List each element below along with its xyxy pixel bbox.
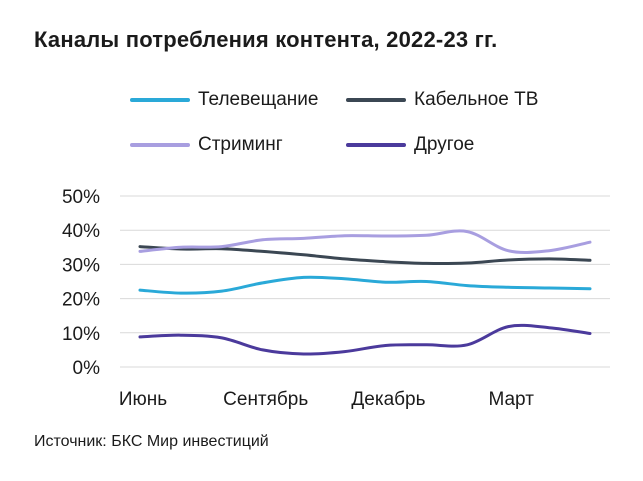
y-tick-label: 20%: [62, 290, 100, 311]
legend-item-tv: Телевещание: [130, 88, 318, 112]
legend-swatch-tv: [130, 98, 190, 102]
x-tick-label: Декабрь: [351, 389, 425, 410]
legend-swatch-cable: [346, 98, 406, 102]
legend-item-other: Другое: [346, 133, 474, 157]
legend-item-streaming: Стриминг: [130, 133, 283, 157]
x-tick-label: Март: [488, 389, 534, 410]
y-tick-label: 0%: [73, 358, 101, 379]
legend-item-cable: Кабельное ТВ: [346, 88, 538, 112]
y-tick-label: 10%: [62, 324, 100, 345]
x-axis-tick-labels: Июнь Сентябрь Декабрь Март: [119, 389, 534, 410]
series-line-cable: [138, 245, 592, 266]
legend-swatch-streaming: [130, 143, 190, 147]
legend-label-streaming: Стриминг: [198, 134, 283, 155]
series-line-tv: [138, 275, 592, 295]
legend-label-tv: Телевещание: [198, 89, 319, 110]
grid-lines: [120, 195, 610, 368]
legend-label-cable: Кабельное ТВ: [414, 89, 539, 110]
y-tick-label: 40%: [62, 221, 100, 242]
y-tick-label: 30%: [62, 255, 100, 276]
y-axis-tick-labels: 0% 10% 20% 30% 40% 50%: [62, 187, 100, 379]
source-note: Источник: БКС Мир инвестиций: [34, 433, 269, 450]
series-lines: [138, 229, 592, 356]
y-tick-label: 50%: [62, 187, 100, 208]
x-tick-label: Сентябрь: [223, 389, 308, 410]
series-line-streaming: [138, 229, 592, 254]
series-line-other: [138, 323, 592, 356]
x-tick-label: Июнь: [119, 389, 167, 410]
legend-label-other: Другое: [414, 134, 475, 155]
legend-swatch-other: [346, 143, 406, 147]
chart-title: Каналы потребления контента, 2022-23 гг.: [34, 27, 498, 52]
